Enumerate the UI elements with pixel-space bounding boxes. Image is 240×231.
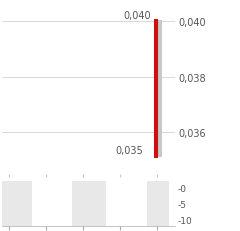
Text: 0,035: 0,035 (115, 145, 143, 155)
Bar (154, 21, 162, 158)
Bar (72, 181, 106, 226)
Text: 0,040: 0,040 (123, 11, 150, 21)
Bar (0, 181, 32, 226)
Bar (147, 181, 169, 226)
